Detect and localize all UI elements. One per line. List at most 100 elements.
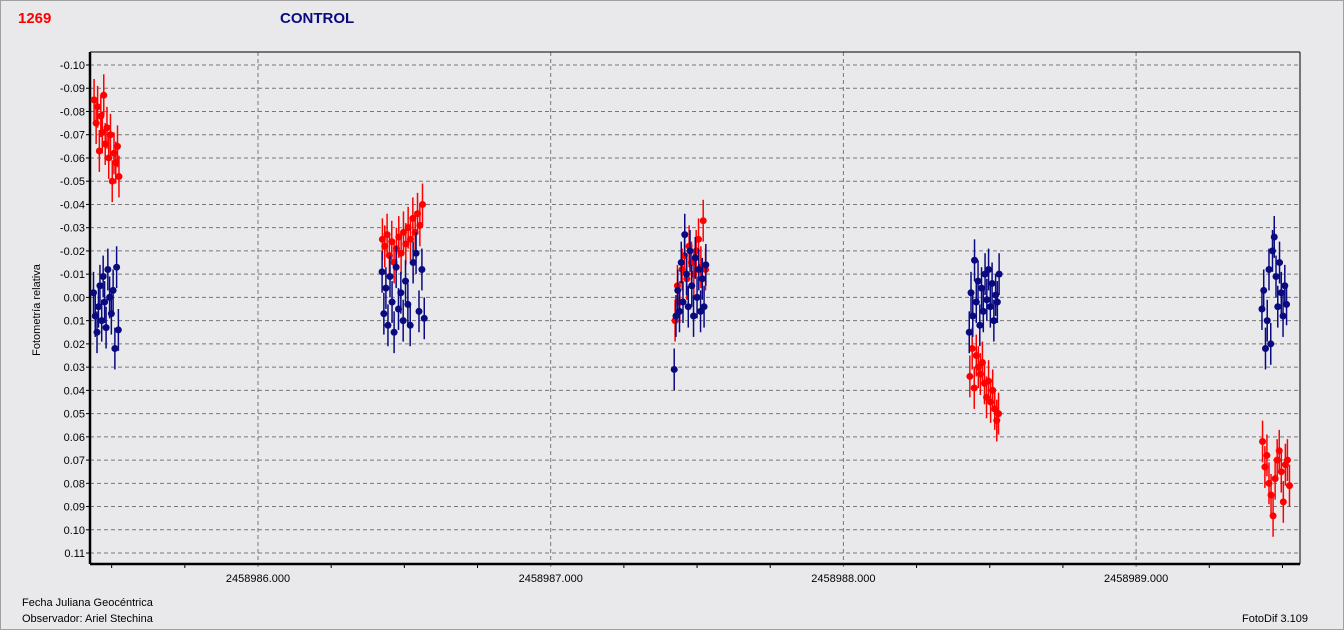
data-point [684, 303, 692, 311]
data-point [382, 284, 390, 292]
data-point [965, 328, 973, 336]
data-point [1265, 266, 1273, 274]
data-point [966, 372, 974, 380]
data-point [412, 249, 420, 257]
data-point [388, 298, 396, 306]
y-tick-label: -0.06 [60, 153, 85, 165]
data-point [106, 131, 114, 139]
y-tick-label: 0.07 [64, 455, 85, 467]
data-point [968, 345, 976, 353]
data-point [1263, 317, 1271, 325]
y-tick-label: 0.03 [64, 362, 85, 374]
y-tick-label: 0.04 [64, 385, 85, 397]
data-point [978, 284, 986, 292]
data-point [974, 277, 982, 285]
data-point [418, 200, 426, 208]
data-point [1283, 300, 1291, 308]
data-point [1276, 259, 1284, 267]
data-point [990, 317, 998, 325]
data-point [1261, 345, 1269, 353]
data-point [416, 221, 424, 229]
data-point [107, 310, 115, 318]
y-tick-label: -0.07 [60, 130, 85, 142]
data-point [1263, 451, 1271, 459]
data-point [94, 103, 102, 111]
data-point [109, 286, 117, 294]
data-point [99, 272, 107, 280]
data-point [105, 154, 113, 162]
data-point [986, 303, 994, 311]
y-tick-label: 0.05 [64, 409, 85, 421]
data-point [90, 289, 98, 297]
data-point [420, 314, 428, 322]
data-point [1279, 498, 1287, 506]
data-point [698, 275, 706, 283]
data-point [397, 289, 405, 297]
data-point [101, 298, 109, 306]
data-point [995, 410, 1003, 418]
data-point [103, 124, 111, 132]
data-point [108, 177, 116, 185]
data-point [380, 310, 388, 318]
data-point [399, 317, 407, 325]
y-tick-label: 0.10 [64, 525, 85, 537]
data-point [699, 217, 707, 225]
data-point [690, 312, 698, 320]
data-point [94, 303, 102, 311]
data-point [681, 231, 689, 239]
y-tick-label: -0.05 [60, 176, 85, 188]
data-point [100, 91, 108, 99]
y-tick-label: -0.04 [60, 199, 85, 211]
data-point [102, 324, 110, 332]
data-point [675, 307, 683, 315]
y-tick-label: 0.08 [64, 478, 85, 490]
data-point [1277, 468, 1285, 476]
data-point [983, 296, 991, 304]
data-point [1272, 272, 1280, 280]
data-point [971, 256, 979, 264]
data-point [93, 328, 101, 336]
data-point [695, 266, 703, 274]
data-point [979, 307, 987, 315]
data-point [995, 270, 1003, 278]
data-point [670, 365, 678, 373]
y-tick-label: -0.02 [60, 246, 85, 258]
data-point [1279, 312, 1287, 320]
data-point [967, 289, 975, 297]
y-tick-label: -0.01 [60, 269, 85, 281]
data-point [677, 259, 685, 267]
y-tick-label: -0.08 [60, 106, 85, 118]
y-tick-label: 0.09 [64, 502, 85, 514]
x-tick-label: 2458986.000 [226, 573, 290, 585]
data-point [114, 326, 122, 334]
y-tick-label: 0.00 [64, 292, 85, 304]
data-point [1285, 482, 1293, 490]
data-point [98, 317, 106, 325]
data-point [115, 173, 123, 181]
data-point [90, 96, 98, 104]
data-point [378, 268, 386, 276]
data-point [1259, 437, 1267, 445]
data-point [104, 266, 112, 274]
data-point [686, 247, 694, 255]
data-point [1269, 512, 1277, 520]
data-point [969, 312, 977, 320]
data-point [92, 119, 100, 127]
data-point [114, 142, 122, 150]
data-point [406, 321, 414, 329]
y-tick-label: -0.09 [60, 83, 85, 95]
data-point [691, 254, 699, 262]
data-point [415, 307, 423, 315]
data-point [418, 266, 426, 274]
x-axis-label: Fecha Juliana Geocéntrica [22, 597, 153, 609]
data-point [113, 263, 121, 271]
data-point [993, 298, 1001, 306]
data-point [1267, 340, 1275, 348]
y-tick-label: 0.06 [64, 432, 85, 444]
x-tick-label: 2458987.000 [519, 573, 583, 585]
object-id: 1269 [18, 10, 52, 27]
data-point [384, 321, 392, 329]
data-point [390, 328, 398, 336]
data-point [985, 266, 993, 274]
